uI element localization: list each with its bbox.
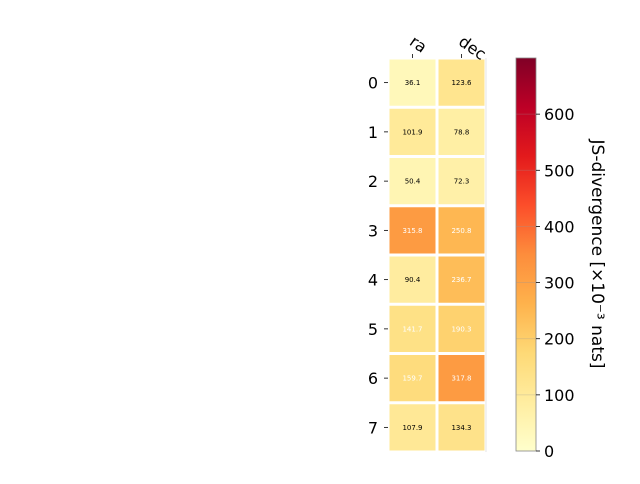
colorbar-gradient (515, 57, 537, 452)
heatmap-cell (389, 59, 436, 106)
row-label: 4 (368, 271, 378, 290)
colorbar-tick-label: 400 (544, 217, 575, 236)
heatmap-cell (438, 108, 485, 155)
heatmap-cell (438, 207, 485, 254)
cell-value-label: 159.7 (402, 375, 422, 383)
cell-value-label: 236.7 (451, 276, 471, 284)
cell-value-label: 36.1 (405, 79, 421, 87)
row-label: 6 (368, 369, 378, 388)
heatmap-cell (389, 207, 436, 254)
heatmap-cell (438, 355, 485, 402)
cell-value-label: 190.3 (451, 325, 471, 333)
row-label: 7 (368, 418, 378, 437)
colorbar-tick-label: 0 (544, 442, 554, 461)
row-labels: 0 1 2 3 4 5 6 7 (368, 74, 388, 437)
colorbar-tick-label: 100 (544, 386, 575, 405)
heatmap-cell (438, 256, 485, 303)
row-label: 1 (368, 123, 378, 142)
heatmap-cell (389, 355, 436, 402)
cell-value-label: 250.8 (451, 227, 471, 235)
cell-value-label: 141.7 (402, 325, 422, 333)
heatmap-cell (389, 404, 436, 451)
heatmap-cell (438, 59, 485, 106)
heatmap-cell (389, 305, 436, 352)
cell-value-label: 315.8 (402, 227, 422, 235)
heatmap-cell (438, 305, 485, 352)
colorbar-tick-label: 500 (544, 161, 575, 180)
cell-value-label: 72.3 (454, 178, 470, 186)
row-label: 2 (368, 172, 378, 191)
cell-value-label: 78.8 (454, 128, 470, 136)
cell-value-label: 317.8 (451, 375, 471, 383)
colorbar-ticks: 0 100 200 300 400 500 600 (516, 105, 575, 461)
heatmap-grid: 36.1 123.6 101.9 78.8 50.4 72.3 315.8 250.8 90.4… (389, 58, 487, 452)
heatmap-cell (438, 404, 485, 451)
colorbar-tick-label: 300 (544, 274, 575, 293)
heatmap-cell (389, 158, 436, 205)
column-label: dec (455, 32, 489, 64)
colorbar-label: JS-divergence [×10⁻³ nats] (587, 139, 607, 369)
heatmap-cell (389, 108, 436, 155)
column-label: ra (406, 32, 430, 57)
colorbar-tick-label: 200 (544, 330, 575, 349)
heatmap-cell (389, 256, 436, 303)
heatmap-cell (438, 158, 485, 205)
cell-value-label: 50.4 (405, 178, 421, 186)
cell-value-label: 90.4 (405, 276, 421, 284)
row-label: 5 (368, 320, 378, 339)
column-labels: ra dec (406, 32, 489, 64)
row-label: 0 (368, 74, 378, 93)
cell-value-label: 107.9 (402, 424, 422, 432)
cell-value-label: 134.3 (451, 424, 471, 432)
colorbar-tick-label: 600 (544, 105, 575, 124)
colorbar: 0 100 200 300 400 500 600 JS-divergence [×10⁻³… (515, 57, 607, 461)
row-label: 3 (368, 221, 378, 240)
cell-value-label: 101.9 (402, 128, 422, 136)
cell-value-label: 123.6 (451, 79, 472, 87)
